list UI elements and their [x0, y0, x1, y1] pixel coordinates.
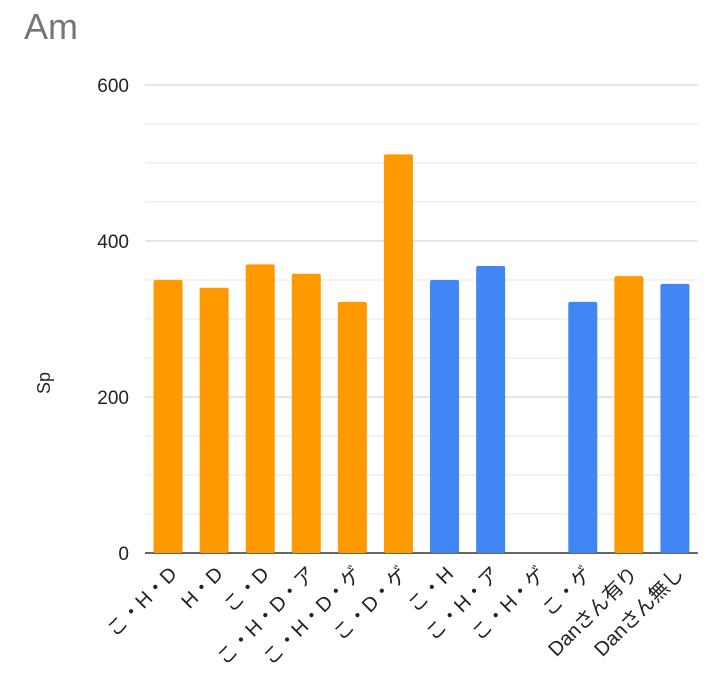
bar [614, 276, 644, 553]
y-tick-label: 200 [97, 388, 129, 409]
bar [291, 273, 321, 553]
y-tick-labels: 0 200 400 600 [97, 76, 129, 565]
bars [153, 154, 690, 554]
bar [383, 154, 413, 554]
gridlines [145, 84, 698, 554]
bar [568, 301, 598, 553]
x-tick-label: H・D [178, 563, 228, 613]
bar [199, 287, 229, 553]
bar [660, 283, 690, 553]
bar [245, 264, 275, 553]
chart-title: Am [24, 6, 78, 47]
y-tick-label: 0 [118, 544, 129, 565]
bar [430, 280, 460, 553]
bar [337, 301, 367, 553]
bar [153, 280, 183, 553]
x-category-labels: こ・H・DH・Dこ・Dこ・H・D・アこ・H・D・ゲこ・D・ゲこ・Hこ・H・アこ・… [103, 562, 688, 669]
y-axis-title: Sp [34, 372, 54, 394]
x-tick-label: こ・H・D [103, 563, 181, 641]
y-tick-label: 600 [97, 76, 129, 97]
bar [476, 265, 506, 553]
y-tick-label: 400 [97, 232, 129, 253]
